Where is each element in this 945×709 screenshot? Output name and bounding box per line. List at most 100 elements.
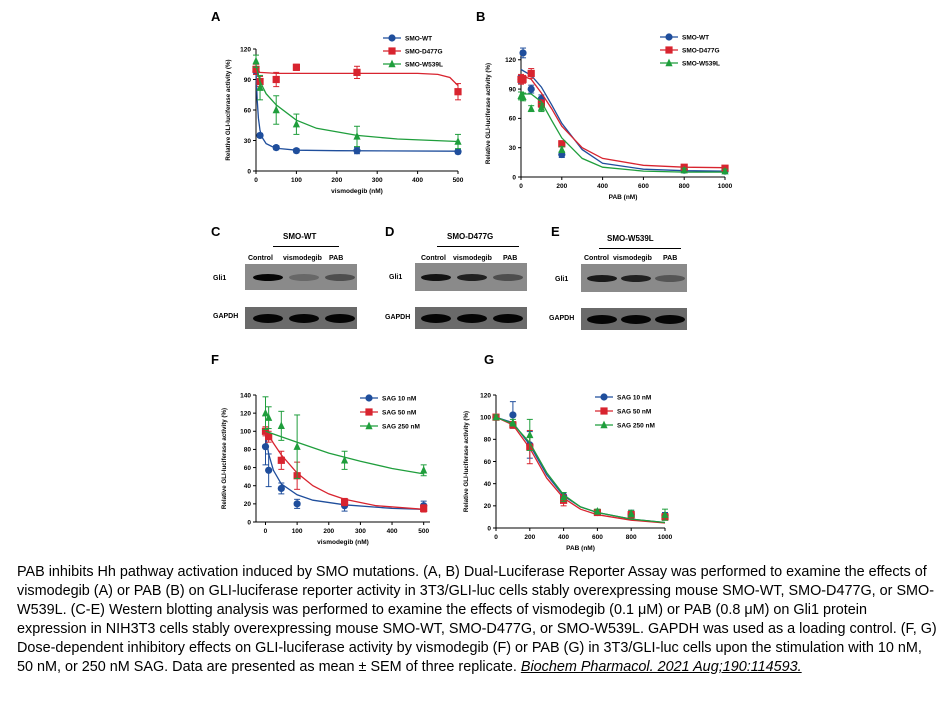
blot-d: SMO-D477G Control vismodegib PAB Gli1 GA…: [385, 230, 535, 330]
series-2: SMO-W539L: [252, 54, 462, 150]
panel-label-b: B: [476, 9, 486, 24]
lane-label: vismodegib: [453, 255, 492, 262]
gli1-band: [289, 273, 319, 281]
data-point: [627, 509, 635, 517]
data-point: [527, 104, 535, 112]
panel-label-e: E: [551, 224, 560, 239]
y-tick-label: 80: [244, 447, 252, 454]
blot-title: SMO-W539L: [607, 234, 654, 243]
x-tick-label: 400: [412, 177, 423, 184]
data-point: [527, 69, 535, 78]
data-point: [661, 510, 669, 518]
x-tick-label: 400: [597, 183, 608, 190]
y-tick-label: 120: [240, 46, 251, 53]
caption-text: PAB inhibits Hh pathway activation induc…: [17, 564, 937, 675]
fit-curve: [255, 68, 459, 87]
gli1-band: [421, 273, 451, 281]
x-axis-label: vismodegib (nM): [331, 188, 383, 195]
x-tick-label: 200: [323, 528, 334, 535]
chart-a: 0 100 200 300 400 500 0 30 60 90 120 vismodegib (nM…: [225, 34, 464, 195]
data-point: [277, 421, 285, 430]
data-point: [265, 466, 273, 474]
y-tick-label: 60: [244, 465, 252, 472]
legend-label: SMO-D477G: [405, 48, 443, 55]
data-point: [420, 504, 428, 512]
data-point: [420, 465, 428, 474]
x-tick-label: 200: [524, 534, 535, 541]
y-tick-label: 40: [484, 481, 492, 488]
legend-label: SMO-WT: [405, 35, 432, 42]
y-axis-label: Relative GLI-luciferase activity (%): [485, 63, 492, 164]
data-point: [665, 58, 673, 67]
data-point: [721, 166, 729, 175]
data-point: [454, 88, 462, 96]
legend-label: SMO-WT: [682, 34, 709, 41]
series-2: SMO-W539L: [517, 58, 729, 175]
gapdh-band: [253, 313, 283, 323]
data-point: [353, 147, 361, 155]
y-tick-label: 140: [240, 392, 251, 399]
data-point: [558, 145, 566, 153]
y-tick-label: 60: [244, 107, 252, 114]
data-point: [292, 119, 300, 128]
panel-label-g: G: [484, 352, 495, 367]
data-point: [509, 411, 517, 419]
lane-label: vismodegib: [283, 255, 322, 262]
x-tick-label: 500: [453, 177, 464, 184]
x-tick-label: 800: [626, 534, 637, 541]
blot-title-rule: [273, 246, 339, 247]
y-axis-label: Relative GLI-luciferase activity (%): [225, 59, 232, 160]
y-axis-label: Relative GLI-luciferase activity (%): [221, 408, 228, 509]
chart-f: 0 100 200 300 400 500 0 20 40 60 80 100 120 140 vismod…: [221, 392, 430, 546]
gapdh-band: [421, 313, 451, 323]
gli1-band: [587, 274, 617, 282]
x-tick-label: 0: [254, 177, 258, 184]
blot-title: SMO-WT: [283, 232, 317, 241]
fit-curve: [264, 430, 424, 510]
data-point: [272, 144, 280, 152]
data-point: [261, 427, 270, 435]
y-tick-label: 20: [244, 501, 252, 508]
data-point: [353, 68, 361, 76]
legend-label: SAG 10 nM: [382, 395, 416, 402]
gli1-band: [655, 274, 685, 282]
data-point: [526, 430, 534, 439]
legend-label: SMO-W539L: [405, 61, 443, 68]
y-tick-label: 0: [512, 174, 516, 181]
x-tick-label: 600: [638, 183, 649, 190]
data-point: [558, 140, 566, 148]
y-tick-label: 90: [509, 86, 517, 93]
data-point: [265, 413, 273, 421]
gel-gli1: [245, 264, 357, 290]
chart-g: 0 200 400 600 800 1000 0 20 40 60 80 100 120 PAB (nM)…: [463, 392, 673, 552]
data-point: [277, 456, 285, 464]
series-1: SMO-D477G: [252, 47, 462, 101]
x-axis-label: PAB (nM): [566, 545, 595, 552]
y-tick-label: 90: [244, 77, 252, 84]
x-tick-label: 100: [292, 528, 303, 535]
y-tick-label: 60: [484, 459, 492, 466]
gapdh-band: [325, 313, 355, 323]
data-point: [261, 443, 270, 451]
caption-citation-link[interactable]: Biochem Pharmacol. 2021 Aug;190:114593.: [520, 659, 802, 675]
lane-label: Control: [421, 255, 446, 262]
x-tick-label: 500: [418, 528, 429, 535]
series-2: SAG 250 nM: [492, 412, 669, 524]
figure-caption: PAB inhibits Hh pathway activation induc…: [17, 563, 937, 677]
gapdh-band: [493, 313, 523, 323]
data-point: [272, 105, 280, 114]
x-tick-label: 600: [592, 534, 603, 541]
x-tick-label: 0: [494, 534, 498, 541]
data-point: [527, 85, 535, 93]
blot-title-rule: [599, 248, 681, 249]
x-tick-label: 300: [372, 177, 383, 184]
data-point: [519, 92, 527, 101]
data-point: [593, 506, 601, 515]
data-point: [388, 34, 396, 42]
legend-label: SAG 50 nM: [617, 408, 651, 415]
data-point: [293, 500, 301, 508]
lane-label: PAB: [503, 255, 518, 262]
fit-curve: [495, 416, 666, 524]
data-point: [388, 47, 396, 55]
